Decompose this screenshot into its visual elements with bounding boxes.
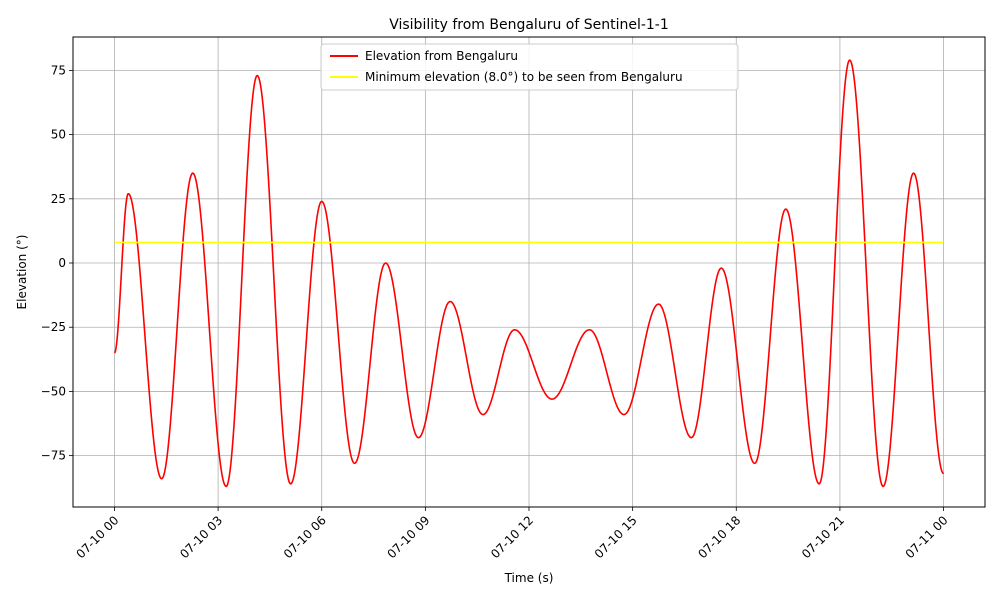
y-tick-label: 75 xyxy=(51,63,66,77)
legend: Elevation from Bengaluru Minimum elevati… xyxy=(320,43,739,91)
x-tick-label: 07-10 18 xyxy=(695,513,743,561)
y-tick-label: −75 xyxy=(41,449,66,463)
x-tick-label: 07-10 21 xyxy=(799,513,847,561)
y-tick-label: −25 xyxy=(41,320,66,334)
chart-title: Visibility from Bengaluru of Sentinel-1-… xyxy=(389,17,669,33)
x-tick-label: 07-10 09 xyxy=(384,513,432,561)
series-line-elevation xyxy=(113,59,944,488)
series-layer xyxy=(113,59,944,488)
x-tick-label: 07-10 06 xyxy=(281,513,329,561)
legend-label-elevation: Elevation from Bengaluru xyxy=(365,49,518,63)
x-axis-label: Time (s) xyxy=(504,571,554,585)
y-tick-label: 25 xyxy=(51,192,66,206)
y-tick-label: 0 xyxy=(58,256,66,270)
x-tick-label: 07-10 15 xyxy=(592,513,640,561)
y-tick-label: 50 xyxy=(51,128,66,142)
grid xyxy=(73,37,985,507)
x-tick-label: 07-10 00 xyxy=(74,513,122,561)
x-tick-label: 07-11 00 xyxy=(903,513,951,561)
y-tick-label: −50 xyxy=(41,384,66,398)
ticks: 07-10 00 07-10 03 07-10 06 07-10 09 07-10 12… xyxy=(41,63,951,561)
legend-label-minimum-elevation: Minimum elevation (8.0°) to be seen from… xyxy=(365,70,683,84)
y-axis-label: Elevation (°) xyxy=(15,235,29,310)
legend-box xyxy=(320,43,739,91)
x-tick-label: 07-10 12 xyxy=(488,513,536,561)
x-tick-label: 07-10 03 xyxy=(177,513,225,561)
